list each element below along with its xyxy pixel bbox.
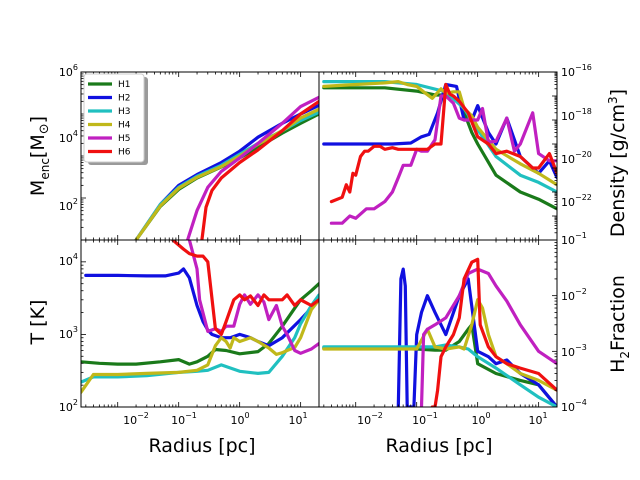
legend-label-h3: H3 <box>118 107 131 117</box>
enclosed-mass-series-h5 <box>186 95 319 240</box>
density-series-h6 <box>329 82 557 204</box>
density-tick-label: 10−22 <box>561 193 592 209</box>
frac-tick-label: 10−3 <box>561 343 587 359</box>
x-tick-label: 10−2 <box>357 411 383 427</box>
temperature-panel-series <box>81 240 319 394</box>
temp-tick-label: 102 <box>59 398 78 414</box>
mass-axis-label: Menc[M⊙] <box>27 116 52 196</box>
temperature-series-h5 <box>187 240 319 355</box>
mass-panel-series <box>134 95 319 240</box>
temperature-series-h3 <box>81 293 319 384</box>
density-panel-series <box>322 79 557 225</box>
x-tick-label: 10−1 <box>171 411 197 427</box>
h2-fraction-series-h6 <box>430 257 557 407</box>
density-axis-label: Density [g/cm3] <box>606 89 629 237</box>
frac-tick-label: 10−4 <box>561 398 587 414</box>
density-tick-label: 10−20 <box>561 150 592 166</box>
x-tick-label: 10−1 <box>412 411 438 427</box>
temp-tick-label: 103 <box>59 325 78 341</box>
frac-tick-label: 10−2 <box>561 287 587 303</box>
legend-label-h6: H6 <box>118 148 131 158</box>
legend-label-h4: H4 <box>118 121 131 131</box>
enclosed-mass-series-h6 <box>200 99 319 240</box>
legend-label-h1: H1 <box>118 80 131 90</box>
x-tick-label: 100 <box>230 411 249 427</box>
density-tick-label: 10−16 <box>561 63 592 79</box>
x-tick-label: 10−2 <box>123 411 149 427</box>
legend-label-h5: H5 <box>118 134 131 144</box>
legend-label-h2: H2 <box>118 94 131 104</box>
temperature-axis-label: T [K] <box>27 300 49 346</box>
h2-fraction-series-h5 <box>419 267 557 407</box>
mass-tick-label: 104 <box>59 129 78 145</box>
legend: H1 H2 H3 H4 H5 H6 <box>83 73 148 165</box>
density-tick-label: 10−18 <box>561 107 592 123</box>
density-bottom-tick-label: 10−1 <box>561 231 587 247</box>
temperature-series-h4 <box>81 298 319 394</box>
x-tick-label: 101 <box>528 411 547 427</box>
mass-tick-label: 102 <box>59 197 78 213</box>
h2-fraction-panel-series <box>322 257 557 407</box>
x-axis-label-right: Radius [pc] <box>385 435 492 457</box>
h2-fraction-axis-label: H2Fraction <box>607 275 632 373</box>
temp-tick-label: 104 <box>59 252 78 268</box>
temperature-series-h6 <box>171 240 319 336</box>
x-tick-label: 101 <box>288 411 307 427</box>
x-tick-label: 100 <box>471 411 490 427</box>
legend-box <box>83 73 145 163</box>
x-axis-label-left: Radius [pc] <box>148 435 255 457</box>
mass-tick-label: 106 <box>59 63 78 79</box>
